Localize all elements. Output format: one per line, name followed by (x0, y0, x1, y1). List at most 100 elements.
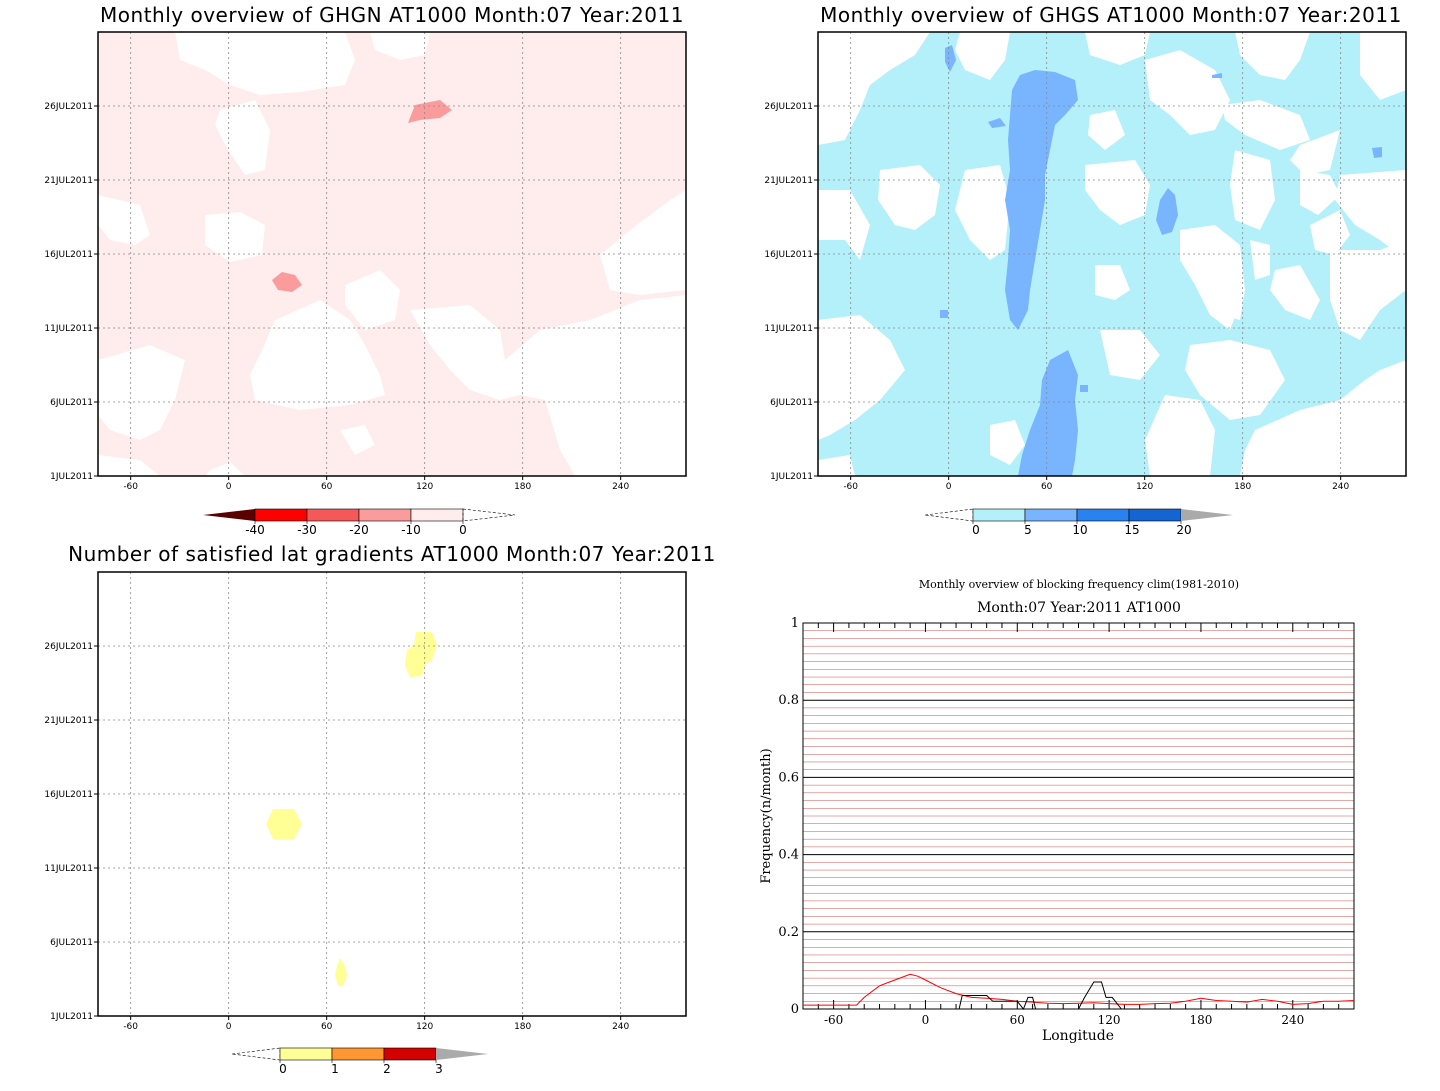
x-tick-label: 180 (1189, 1013, 1212, 1027)
colorbar-segment (1128, 508, 1182, 522)
colorbar-tick-label: 0 (972, 523, 980, 537)
ghgs-grid (818, 32, 1406, 476)
x-tick-label: 180 (1234, 482, 1251, 492)
y-tick-label: 0.8 (778, 693, 799, 708)
blocking-subtitle: Month:07 Year:2011 AT1000 (977, 600, 1181, 616)
panel-ghgn: Monthly overview of GHGN AT1000 Month:07… (44, 3, 687, 537)
colorbar-tick-label: 3 (435, 1062, 443, 1076)
blocking-xlabel: Longitude (1042, 1028, 1114, 1044)
y-tick-label: 6JUL2011 (770, 398, 813, 408)
x-tick-label: 0 (226, 482, 232, 492)
y-tick-label: 21JUL2011 (764, 176, 813, 186)
blocking-x-axis: -60 0 60 120 180 240 (824, 1013, 1304, 1027)
blocking-y-axis: 0 0.2 0.4 0.6 0.8 1 (778, 616, 799, 1017)
colorbar-segment (1024, 508, 1078, 522)
panel-lat-gradients: Number of satisfied lat gradients AT1000… (44, 542, 716, 1076)
latgrad-feature-2 (266, 809, 302, 839)
y-tick-label: 0.4 (778, 848, 799, 863)
x-tick-label: 0 (922, 1013, 930, 1027)
ghgn-title: Monthly overview of GHGN AT1000 Month:07… (100, 3, 684, 27)
x-tick-label: 60 (321, 1022, 333, 1032)
y-tick-label: 21JUL2011 (44, 176, 93, 186)
x-tick-label: -60 (123, 1022, 138, 1032)
colorbar-tick-label: -30 (297, 523, 317, 537)
y-tick-label: 0.2 (778, 925, 799, 940)
y-tick-label: 11JUL2011 (764, 324, 813, 334)
ghgs-white-regions (818, 32, 1406, 476)
colorbar-tick-label: 1 (331, 1062, 339, 1076)
latgrad-y-axis: 1JUL2011 6JUL2011 11JUL2011 16JUL2011 21JUL2… (44, 642, 98, 1022)
latgrad-features (266, 632, 437, 986)
y-tick-label: 1JUL2011 (50, 472, 93, 482)
colorbar-segment (331, 1047, 385, 1061)
colorbar-tick-label: 0 (459, 523, 467, 537)
ghgn-feature-2 (272, 272, 302, 292)
y-tick-label: 1JUL2011 (50, 1012, 93, 1022)
y-tick-label: 0 (791, 1002, 799, 1017)
colorbar-segment (972, 508, 1026, 522)
y-tick-label: 11JUL2011 (44, 324, 93, 334)
latgrad-grid (98, 572, 686, 1016)
x-tick-label: 240 (612, 1022, 629, 1032)
y-tick-label: 11JUL2011 (44, 864, 93, 874)
x-tick-label: 240 (612, 482, 629, 492)
ghgs-colorbar: 0 5 10 15 20 (924, 508, 1233, 537)
x-tick-label: 180 (514, 482, 531, 492)
colorbar-tick-label: 20 (1176, 523, 1191, 537)
colorbar-segment (410, 508, 464, 522)
panel-ghgs: Monthly overview of GHGS AT1000 Month:07… (764, 3, 1407, 537)
series-line-month (803, 981, 1354, 1010)
colorbar-tick-label: 10 (1072, 523, 1087, 537)
ghgs-x-axis: -60 0 60 120 180 240 (843, 476, 1350, 492)
blocking-grid (802, 623, 1355, 1009)
colorbar-extend-high (462, 508, 516, 522)
colorbar-segment (306, 508, 360, 522)
y-tick-label: 1 (791, 616, 799, 631)
latgrad-colorbar: 0 1 2 3 (231, 1047, 488, 1076)
y-tick-label: 1JUL2011 (770, 472, 813, 482)
colorbar-segment (1076, 508, 1130, 522)
ghgs-level-5-10 (940, 45, 1382, 476)
x-tick-label: 120 (1098, 1013, 1121, 1027)
blocking-series (803, 973, 1355, 1010)
y-tick-label: 26JUL2011 (44, 102, 93, 112)
y-tick-label: 16JUL2011 (44, 250, 93, 260)
colorbar-segment (383, 1047, 437, 1061)
latgrad-feature-3 (335, 958, 347, 986)
x-tick-label: 60 (1041, 482, 1053, 492)
x-tick-label: 120 (1136, 482, 1153, 492)
colorbar-tick-label: -10 (401, 523, 421, 537)
x-tick-label: 180 (514, 1022, 531, 1032)
y-tick-label: 6JUL2011 (50, 938, 93, 948)
colorbar-tick-label: 0 (279, 1062, 287, 1076)
colorbar-extend-high (436, 1048, 488, 1060)
x-tick-label: 60 (1010, 1013, 1025, 1027)
colorbar-tick-label: 2 (383, 1062, 391, 1076)
y-tick-label: 26JUL2011 (44, 642, 93, 652)
x-tick-label: -60 (843, 482, 858, 492)
colorbar-tick-label: 15 (1124, 523, 1139, 537)
x-tick-label: 0 (226, 1022, 232, 1032)
x-tick-label: 240 (1281, 1013, 1304, 1027)
x-tick-label: 120 (416, 1022, 433, 1032)
x-tick-label: 60 (321, 482, 333, 492)
x-tick-label: -60 (824, 1013, 843, 1027)
y-tick-label: 6JUL2011 (50, 398, 93, 408)
colorbar-segment (254, 508, 308, 522)
y-tick-label: 16JUL2011 (44, 790, 93, 800)
y-tick-label: 0.6 (778, 770, 799, 785)
latgrad-title: Number of satisfied lat gradients AT1000… (68, 542, 716, 566)
panel-blocking-frequency: Monthly overview of blocking frequency c… (759, 578, 1355, 1044)
blocking-title: Monthly overview of blocking frequency c… (919, 578, 1239, 591)
colorbar-extend-high (1181, 509, 1233, 521)
latgrad-plot-area (98, 572, 686, 1016)
colorbar-tick-label: -40 (245, 523, 265, 537)
y-tick-label: 26JUL2011 (764, 102, 813, 112)
colorbar-segment (279, 1047, 333, 1061)
colorbar-extend-low (231, 1047, 281, 1061)
colorbar-tick-label: 5 (1024, 523, 1032, 537)
colorbar-extend-low (203, 509, 255, 521)
ghgs-title: Monthly overview of GHGS AT1000 Month:07… (820, 3, 1402, 27)
y-tick-label: 16JUL2011 (764, 250, 813, 260)
